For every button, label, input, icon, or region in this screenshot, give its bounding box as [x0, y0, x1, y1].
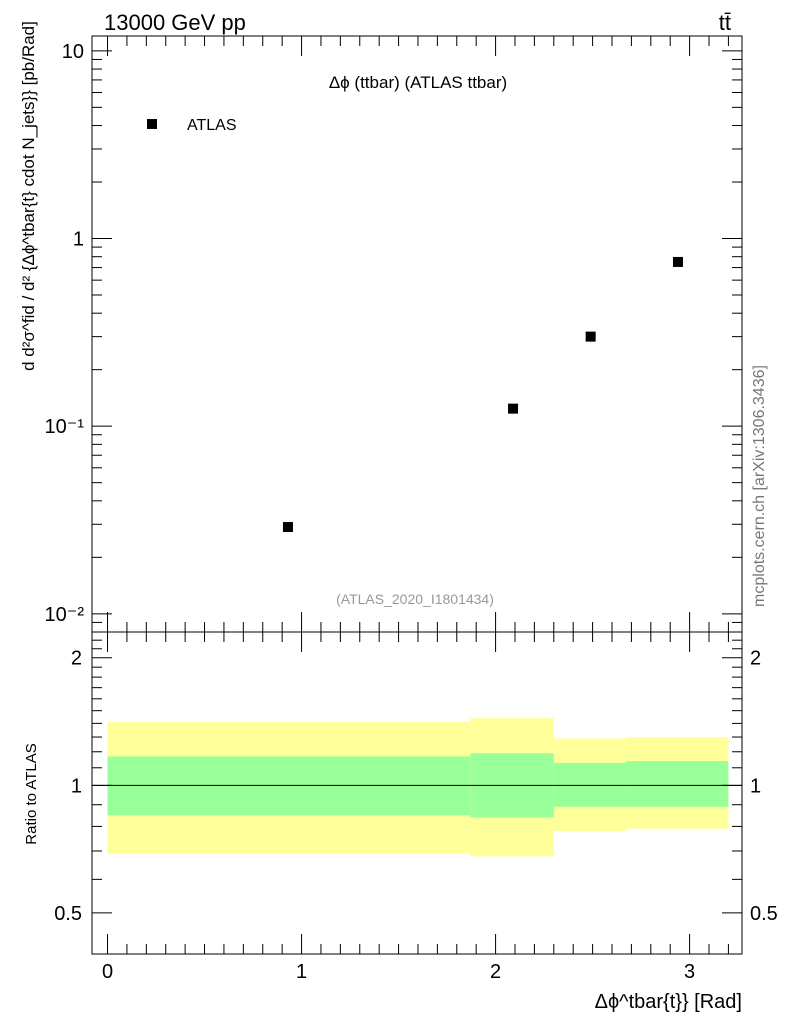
main-y-tick-label: 1	[73, 229, 84, 251]
main-panel: 10 1 10⁻¹ 10⁻² Δϕ (ttbar) (ATLAS ttbar) (AT…	[19, 21, 743, 633]
ratio-ticks	[92, 631, 742, 955]
legend-marker	[147, 119, 157, 129]
x-axis-label: Δϕ^tbar{t}} [Rad]	[595, 991, 742, 1013]
main-subtitle: (ATLAS_2020_I1801434)	[336, 591, 494, 607]
data-point	[672, 256, 683, 267]
main-title: Δϕ (ttbar) (ATLAS ttbar)	[329, 73, 507, 92]
ratio-y-axis-label: Ratio to ATLAS	[23, 743, 40, 844]
ratio-y-tick-label-right: 1	[750, 775, 761, 797]
ratio-y-tick-label-right: 0.5	[750, 903, 778, 925]
ratio-y-tick-label-right: 2	[750, 648, 761, 670]
uncertainty-band-inner	[553, 762, 626, 807]
x-tick-label: 0	[102, 961, 113, 983]
main-ticks	[92, 36, 742, 633]
ratio-y-tick-label-left: 0.5	[54, 903, 82, 925]
ratio-y-tick-label-left: 2	[71, 648, 82, 670]
uncertainty-band-inner	[625, 761, 729, 807]
data-point	[508, 403, 519, 414]
main-y-tick-label: 10⁻¹	[45, 416, 85, 438]
main-y-tick-label: 10	[62, 41, 84, 63]
ratio-panel: 0.5 0.5 1 1 2 2 0 1 2 3 Ratio to ATLAS Δϕ^tbar{t}…	[23, 631, 778, 1013]
main-points	[282, 256, 683, 533]
side-label: mcplots.cern.ch [arXiv:1306.3436]	[751, 365, 768, 607]
ratio-tick-labels: 0.5 0.5 1 1 2 2 0 1 2 3	[54, 648, 778, 983]
ratio-frame	[91, 631, 743, 955]
main-y-tick-label: 10⁻²	[45, 604, 85, 626]
legend-label: ATLAS	[187, 117, 237, 134]
x-tick-label: 2	[490, 961, 501, 983]
x-tick-label: 3	[684, 961, 695, 983]
data-point	[282, 522, 293, 533]
process-label: tt̄	[719, 10, 731, 35]
data-point	[585, 331, 596, 342]
energy-label: 13000 GeV pp	[104, 10, 246, 35]
ratio-y-tick-label-left: 1	[71, 775, 82, 797]
main-tick-labels: 10 1 10⁻¹ 10⁻²	[45, 41, 85, 626]
x-tick-label: 1	[296, 961, 307, 983]
main-y-axis-label: d d²σ^fid / d² {Δϕ^tbar{t} cdot N_jets}}…	[19, 21, 38, 371]
uncertainty-band-inner	[107, 756, 471, 816]
ratio-bands	[107, 718, 729, 857]
